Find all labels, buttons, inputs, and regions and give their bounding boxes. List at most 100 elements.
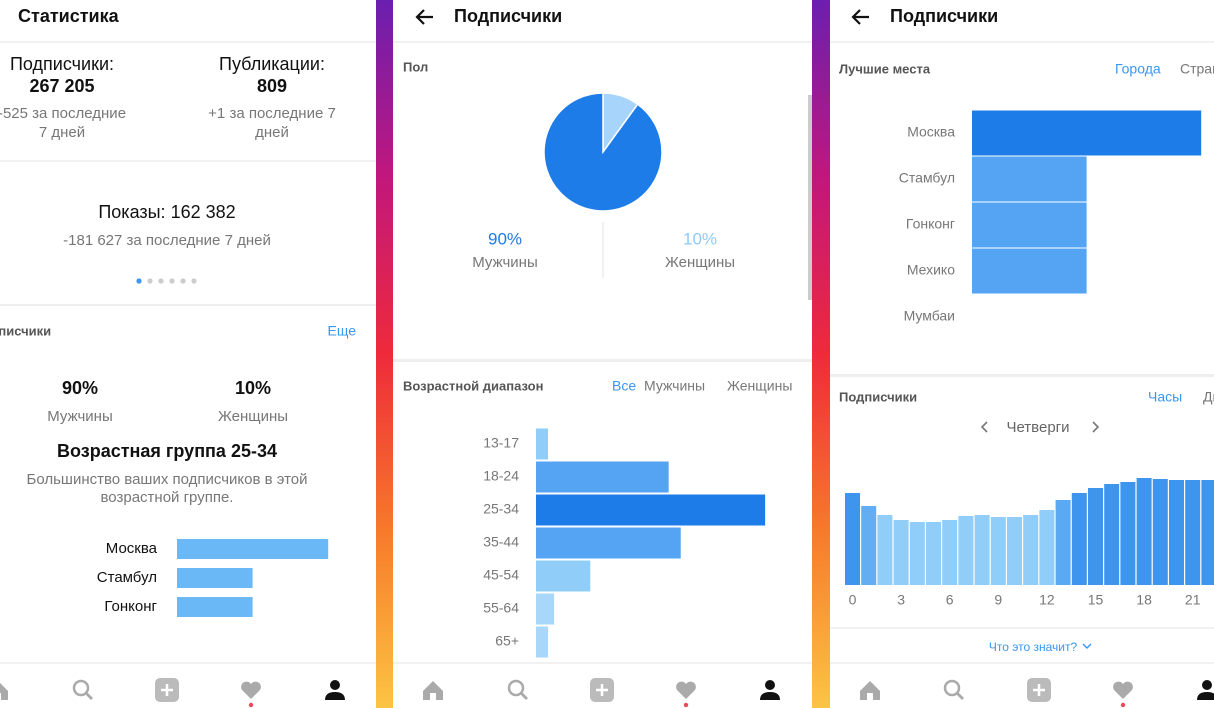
age-tab[interactable]: Мужчины bbox=[644, 378, 705, 394]
section-gap bbox=[0, 304, 376, 306]
age-tab[interactable]: Женщины bbox=[727, 378, 792, 394]
notification-dot bbox=[683, 702, 689, 708]
city-bar bbox=[177, 568, 253, 588]
search-icon[interactable] bbox=[507, 679, 525, 697]
search-icon[interactable] bbox=[943, 679, 961, 697]
stat-change: дней bbox=[255, 124, 289, 141]
profile-icon[interactable] bbox=[325, 680, 345, 700]
section-title: Подписчики bbox=[0, 323, 51, 338]
followers-tab[interactable]: Дни bbox=[1203, 389, 1214, 405]
hour-bar bbox=[1185, 480, 1201, 585]
divider-strip bbox=[812, 0, 830, 708]
back-arrow[interactable] bbox=[415, 9, 433, 25]
page-dot[interactable] bbox=[158, 278, 164, 284]
hour-bar bbox=[861, 506, 877, 585]
page-dot[interactable] bbox=[191, 278, 197, 284]
page-title: Подписчики bbox=[454, 6, 562, 26]
hour-bar bbox=[877, 515, 893, 585]
day-label: Четверги bbox=[1006, 419, 1069, 436]
page-dot[interactable] bbox=[147, 278, 153, 284]
next-day[interactable] bbox=[1092, 421, 1100, 433]
page-title: Подписчики bbox=[890, 6, 998, 26]
age-bar bbox=[536, 626, 549, 658]
x-tick-label: 6 bbox=[946, 592, 954, 608]
page-dot[interactable] bbox=[136, 278, 142, 284]
page-dot[interactable] bbox=[180, 278, 186, 284]
hour-bar bbox=[990, 517, 1006, 585]
hour-bar bbox=[1104, 484, 1120, 585]
hour-bar bbox=[1088, 488, 1103, 585]
x-tick-label: 12 bbox=[1039, 592, 1055, 608]
hour-bar bbox=[909, 522, 925, 585]
hour-bar bbox=[926, 522, 941, 585]
hour-bar bbox=[1152, 479, 1168, 585]
impressions-change: -181 627 за последние 7 дней bbox=[63, 232, 271, 249]
age-label: 35-44 bbox=[483, 534, 519, 550]
age-title: Возрастная группа 25-34 bbox=[57, 441, 277, 461]
section-title: Возрастной диапазон bbox=[403, 378, 543, 393]
statistics-panel: Статистика Подписчики:267 205 -525 за посл… bbox=[0, 6, 376, 708]
stat-value: 809 bbox=[257, 76, 287, 96]
age-label: 25-34 bbox=[483, 501, 519, 517]
place-bar bbox=[972, 248, 1087, 294]
add-icon-plus[interactable] bbox=[596, 684, 608, 696]
gender-label: Женщины bbox=[665, 254, 735, 271]
hour-bar bbox=[1055, 500, 1071, 585]
stat-change: 7 дней bbox=[39, 124, 85, 141]
age-label: 55-64 bbox=[483, 600, 519, 616]
city-label: Москва bbox=[106, 540, 158, 557]
home-icon[interactable] bbox=[860, 681, 880, 700]
add-icon-plus[interactable] bbox=[161, 684, 173, 696]
x-tick-label: 21 bbox=[1185, 592, 1201, 608]
home-icon[interactable] bbox=[423, 681, 443, 700]
activity-icon[interactable] bbox=[241, 681, 261, 699]
stat-label: Подписчики: bbox=[10, 54, 114, 74]
x-tick-label: 18 bbox=[1136, 592, 1152, 608]
followers-tab[interactable]: Часы bbox=[1148, 389, 1182, 405]
age-bar bbox=[536, 461, 669, 493]
age-tab[interactable]: Все bbox=[612, 378, 636, 394]
divider-strip bbox=[376, 0, 393, 708]
profile-icon[interactable] bbox=[760, 680, 780, 700]
prev-day[interactable] bbox=[980, 421, 988, 433]
section-title: Лучшие места bbox=[839, 61, 931, 76]
add-icon-plus[interactable] bbox=[1033, 684, 1045, 696]
gender-label: Женщины bbox=[218, 408, 288, 425]
place-label: Мумбаи bbox=[904, 308, 955, 324]
scrollbar bbox=[808, 95, 812, 300]
place-bar bbox=[972, 110, 1202, 156]
age-label: 65+ bbox=[495, 633, 519, 649]
activity-icon[interactable] bbox=[1113, 681, 1133, 699]
hour-bar bbox=[1071, 493, 1087, 585]
gender-value: 90% bbox=[62, 378, 98, 398]
place-bar bbox=[972, 202, 1087, 248]
x-tick-label: 0 bbox=[849, 592, 857, 608]
places-tab[interactable]: Города bbox=[1115, 61, 1161, 77]
age-text: Большинство ваших подписчиков в этой bbox=[26, 471, 307, 488]
search-icon-handle[interactable] bbox=[520, 692, 528, 700]
section-title: Пол bbox=[403, 59, 428, 74]
places-tab[interactable]: Страны bbox=[1180, 61, 1214, 77]
search-icon-handle[interactable] bbox=[85, 692, 93, 700]
city-bar bbox=[177, 539, 329, 559]
profile-icon[interactable] bbox=[1197, 680, 1214, 700]
age-label: 18-24 bbox=[483, 468, 519, 484]
section-gap bbox=[393, 359, 812, 362]
gender-value: 90% bbox=[488, 229, 522, 248]
page-dot[interactable] bbox=[169, 278, 175, 284]
search-icon[interactable] bbox=[72, 679, 90, 697]
hour-bar bbox=[1039, 510, 1055, 585]
stat-change: -525 за последние bbox=[0, 105, 126, 122]
city-bar bbox=[177, 597, 253, 617]
x-tick-label: 9 bbox=[994, 592, 1002, 608]
pie-slice bbox=[543, 92, 663, 212]
followers-panel: Подписчики Пол 90% Мужчины 10% Женщины Возраст… bbox=[393, 6, 812, 708]
home-icon[interactable] bbox=[0, 681, 8, 700]
help-link[interactable]: Что это значит? bbox=[989, 640, 1078, 654]
more-link[interactable]: Еще bbox=[328, 323, 357, 339]
back-arrow[interactable] bbox=[851, 9, 869, 25]
activity-icon[interactable] bbox=[676, 681, 696, 699]
page-title: Статистика bbox=[18, 6, 120, 26]
search-icon-handle[interactable] bbox=[956, 692, 964, 700]
help-chevron[interactable] bbox=[1082, 643, 1092, 649]
